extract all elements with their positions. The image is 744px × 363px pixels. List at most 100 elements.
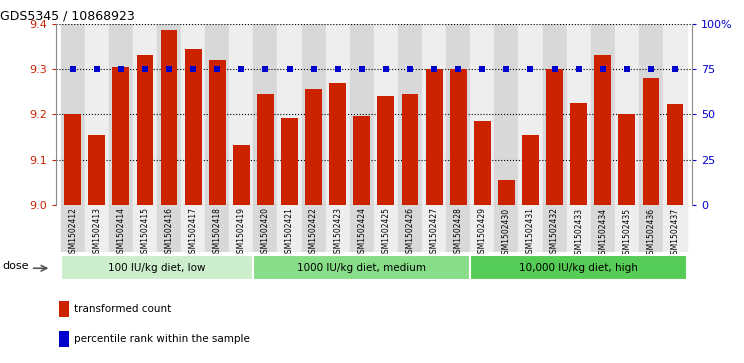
Bar <box>326 205 350 252</box>
Text: GSM1502426: GSM1502426 <box>405 207 414 258</box>
Bar <box>229 205 254 252</box>
Bar <box>591 24 615 205</box>
Bar <box>181 24 205 205</box>
Bar <box>422 24 446 205</box>
Bar <box>89 135 105 205</box>
Text: GSM1502416: GSM1502416 <box>164 207 173 258</box>
Bar <box>233 145 250 205</box>
Bar <box>326 24 350 205</box>
Bar <box>594 55 612 205</box>
Bar <box>281 118 298 205</box>
Bar <box>209 60 225 205</box>
Bar <box>494 24 519 205</box>
Bar <box>353 116 371 205</box>
Bar <box>450 69 466 205</box>
Bar <box>615 205 639 252</box>
Bar <box>59 331 68 347</box>
Bar <box>254 24 278 205</box>
Bar <box>470 256 687 280</box>
Bar <box>519 205 542 252</box>
Bar <box>494 205 519 252</box>
Text: GSM1502429: GSM1502429 <box>478 207 487 258</box>
Bar <box>542 205 567 252</box>
Bar <box>426 69 443 205</box>
Bar <box>181 205 205 252</box>
Bar <box>278 24 301 205</box>
Bar <box>567 205 591 252</box>
Bar <box>519 24 542 205</box>
Bar <box>663 205 687 252</box>
Bar <box>615 24 639 205</box>
Text: GDS5345 / 10868923: GDS5345 / 10868923 <box>0 9 135 23</box>
Bar <box>301 205 326 252</box>
Bar <box>205 24 229 205</box>
Bar <box>474 121 491 205</box>
Bar <box>257 94 274 205</box>
Text: GSM1502434: GSM1502434 <box>598 207 607 258</box>
Text: GSM1502414: GSM1502414 <box>116 207 125 258</box>
Text: transformed count: transformed count <box>74 303 171 314</box>
Bar <box>59 301 68 317</box>
Bar <box>522 135 539 205</box>
Bar <box>591 205 615 252</box>
Bar <box>542 24 567 205</box>
Bar <box>570 103 587 205</box>
Text: GSM1502420: GSM1502420 <box>261 207 270 258</box>
Bar <box>254 205 278 252</box>
Bar <box>639 205 663 252</box>
Bar <box>85 205 109 252</box>
Text: GSM1502417: GSM1502417 <box>189 207 198 258</box>
Bar <box>618 114 635 205</box>
Bar <box>470 205 494 252</box>
Bar <box>667 105 684 205</box>
Bar <box>330 83 346 205</box>
Text: GSM1502431: GSM1502431 <box>526 207 535 258</box>
Text: GSM1502415: GSM1502415 <box>141 207 150 258</box>
Bar <box>60 205 85 252</box>
Bar <box>60 256 254 280</box>
Text: GSM1502422: GSM1502422 <box>309 207 318 258</box>
Text: GSM1502424: GSM1502424 <box>357 207 366 258</box>
Text: GSM1502423: GSM1502423 <box>333 207 342 258</box>
Text: GSM1502413: GSM1502413 <box>92 207 101 258</box>
Text: GSM1502432: GSM1502432 <box>550 207 559 258</box>
Bar <box>133 24 157 205</box>
Bar <box>157 24 181 205</box>
Text: GSM1502437: GSM1502437 <box>670 207 679 258</box>
Bar <box>64 114 81 205</box>
Bar <box>398 24 422 205</box>
Bar <box>229 24 254 205</box>
Bar <box>470 24 494 205</box>
Text: 100 IU/kg diet, low: 100 IU/kg diet, low <box>108 263 206 273</box>
Bar <box>133 205 157 252</box>
Bar <box>498 180 515 205</box>
Text: GSM1502433: GSM1502433 <box>574 207 583 258</box>
Bar <box>402 94 418 205</box>
Bar <box>377 96 394 205</box>
Bar <box>301 24 326 205</box>
Bar <box>446 205 470 252</box>
Text: GSM1502428: GSM1502428 <box>454 207 463 258</box>
Bar <box>278 205 301 252</box>
Bar <box>350 205 374 252</box>
Bar <box>305 89 322 205</box>
Bar <box>546 69 563 205</box>
Text: GSM1502412: GSM1502412 <box>68 207 77 258</box>
Text: GSM1502418: GSM1502418 <box>213 207 222 258</box>
Bar <box>112 67 129 205</box>
Bar <box>446 24 470 205</box>
Bar <box>185 49 202 205</box>
Bar <box>643 78 659 205</box>
Bar <box>109 205 133 252</box>
Bar <box>663 24 687 205</box>
Bar <box>205 205 229 252</box>
Text: GSM1502430: GSM1502430 <box>502 207 511 258</box>
Bar <box>374 24 398 205</box>
Bar <box>350 24 374 205</box>
Bar <box>85 24 109 205</box>
Bar <box>398 205 422 252</box>
Bar <box>639 24 663 205</box>
Bar <box>374 205 398 252</box>
Text: GSM1502421: GSM1502421 <box>285 207 294 258</box>
Text: GSM1502419: GSM1502419 <box>237 207 246 258</box>
